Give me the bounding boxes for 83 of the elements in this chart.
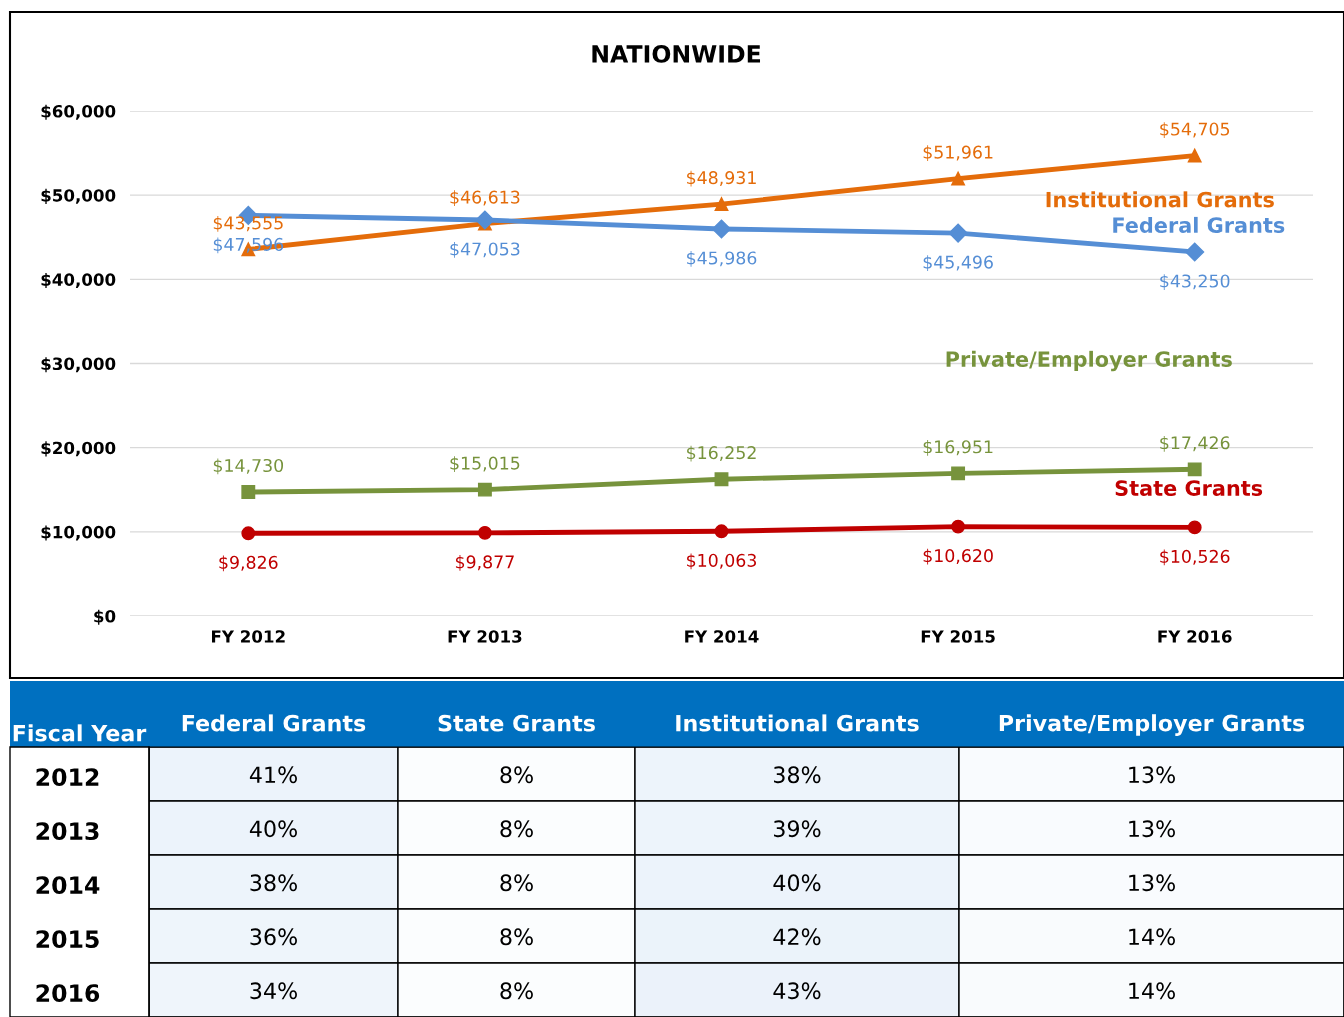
point (711, 219, 732, 239)
data-label: 8% (500, 928, 533, 946)
data-label: 13% (1129, 766, 1175, 784)
x-tick-label: FY 2014 (685, 630, 759, 643)
text: Private/Employer Grants (946, 350, 1232, 372)
chart-title: NATIONWIDE (592, 44, 761, 63)
x-tick-label: Institutional Grants (676, 714, 919, 732)
data-label: 41% (249, 766, 297, 784)
data-label: $46,613 (450, 190, 520, 207)
y-axis-title: Fiscal Year (13, 724, 147, 742)
point (1185, 242, 1205, 262)
point (475, 210, 495, 230)
data-label: 40% (773, 874, 821, 892)
x-tick-label: FY 2016 (1158, 630, 1232, 643)
point (714, 524, 729, 539)
point (951, 171, 966, 186)
data-label: 40% (249, 820, 297, 838)
x-tick-label: FY 2012 (212, 630, 285, 643)
data-label: 38% (250, 874, 297, 892)
point (477, 482, 492, 497)
x-tick-label: Private/Employer Grants (999, 714, 1305, 736)
y-tick-label: 2016 (36, 984, 100, 1003)
data-label: $10,526 (1160, 549, 1230, 566)
y-tick-label: $10,000 (41, 525, 116, 541)
data-label: 8% (500, 820, 533, 838)
point (714, 472, 729, 487)
data-label: 14% (1129, 982, 1175, 1000)
data-label: 38% (774, 766, 821, 784)
data-label: 36% (250, 928, 297, 946)
data-label: 14% (1129, 928, 1175, 946)
data-label: 8% (500, 982, 533, 1000)
y-tick-label: 2013 (36, 822, 99, 841)
data-label: 13% (1129, 820, 1175, 838)
y-tick-label: $20,000 (41, 441, 116, 457)
data-label: $17,426 (1160, 435, 1230, 452)
data-label: $10,620 (923, 548, 993, 565)
y-tick-label: $30,000 (41, 357, 116, 373)
y-tick-label: $50,000 (41, 188, 116, 204)
point (241, 526, 256, 541)
data-label: 42% (773, 928, 821, 946)
data-label: $43,250 (1160, 274, 1230, 290)
y-tick-label: 2015 (36, 930, 99, 949)
data-label: $9,826 (219, 555, 278, 572)
point (951, 466, 966, 481)
series-label: Federal Grants (1113, 216, 1285, 234)
series-label: Institutional Grants (1046, 191, 1274, 208)
data-label: 8% (500, 874, 533, 892)
data-label: 8% (500, 766, 533, 784)
y-tick-label: 2012 (36, 768, 99, 787)
y-tick-label: $0 (94, 609, 116, 625)
data-label: $14,730 (213, 458, 284, 475)
data-label: 39% (774, 820, 821, 838)
data-label: $9,877 (455, 555, 514, 571)
y-tick-label: $60,000 (41, 104, 116, 120)
data-label: $16,252 (687, 445, 756, 462)
series-label: State Grants (1115, 480, 1263, 496)
data-label: $48,931 (687, 170, 756, 187)
x-tick-label: Federal Grants (182, 714, 366, 732)
data-label: 43% (773, 982, 821, 1000)
data-label: $51,961 (923, 145, 993, 161)
data-label: $15,015 (450, 456, 520, 472)
y-tick-label: $40,000 (41, 273, 116, 289)
data-label: $54,705 (1160, 122, 1230, 138)
x-tick-label: FY 2013 (448, 630, 522, 643)
x-tick-label: FY 2015 (921, 630, 995, 643)
data-label: $45,986 (687, 251, 757, 267)
point (1187, 148, 1202, 163)
point (714, 197, 729, 212)
point (951, 519, 966, 534)
data-label: 13% (1129, 874, 1175, 892)
data-label: $16,951 (923, 439, 993, 456)
data-label: $47,053 (450, 242, 520, 258)
point (1187, 462, 1202, 477)
data-label: $10,063 (687, 553, 756, 570)
point (477, 525, 492, 540)
y-tick-label: 2014 (36, 876, 100, 895)
data-label: $43,555 (213, 216, 283, 232)
x-tick-label: State Grants (438, 714, 595, 732)
point (241, 485, 256, 499)
data-label: 34% (250, 982, 297, 1000)
point (948, 223, 968, 243)
data-label: $45,496 (923, 255, 993, 271)
point (1187, 520, 1202, 535)
